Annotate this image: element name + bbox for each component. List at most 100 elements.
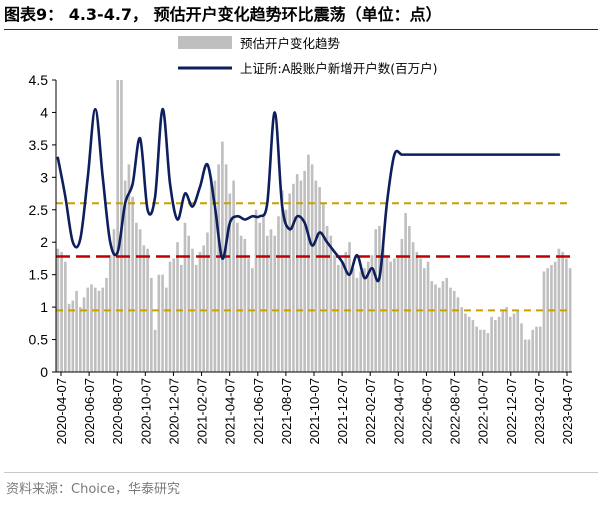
x-tick-label: 2020-04-07 <box>54 378 69 445</box>
bar <box>408 226 411 372</box>
bar <box>437 287 441 372</box>
bar <box>307 154 310 372</box>
bar <box>505 307 508 372</box>
bar <box>445 277 449 372</box>
bar <box>262 216 265 372</box>
bar <box>187 235 191 372</box>
legend-bar-label: 预估开户变化趋势 <box>240 36 341 51</box>
bar <box>97 290 101 372</box>
bar <box>202 245 206 372</box>
bar <box>333 255 336 372</box>
bar <box>565 258 568 372</box>
bar <box>351 268 355 372</box>
y-tick-label: 1 <box>40 299 48 315</box>
bar <box>494 320 497 372</box>
legend: 预估开户变化趋势 上证所:A股账户新增开户数(百万户) <box>178 36 438 76</box>
y-tick-label: 0 <box>40 364 48 380</box>
x-tick-label: 2020-10-07 <box>138 378 153 445</box>
bar <box>239 235 243 372</box>
bar <box>415 251 419 372</box>
bar <box>232 180 235 372</box>
bar <box>67 303 71 372</box>
bar <box>396 255 400 372</box>
bar <box>426 261 430 372</box>
bar <box>535 326 538 372</box>
x-tick-label: 2023-02-07 <box>532 378 547 445</box>
bar <box>157 274 161 372</box>
bar <box>325 226 329 372</box>
bar <box>127 164 131 372</box>
bar <box>550 264 553 372</box>
bar <box>251 268 254 372</box>
x-tick-label: 2022-02-07 <box>363 378 378 445</box>
bar <box>236 222 239 372</box>
bar <box>150 277 153 372</box>
bar <box>112 229 116 372</box>
bar <box>86 287 90 372</box>
bar <box>512 313 516 372</box>
bar <box>206 232 209 372</box>
bar <box>292 183 295 372</box>
bar <box>385 255 389 372</box>
bar <box>404 213 407 372</box>
bar <box>430 281 434 372</box>
bar <box>299 180 303 372</box>
x-tick-label: 2022-04-07 <box>391 378 406 445</box>
bar <box>501 310 505 372</box>
bar <box>280 190 284 372</box>
bar <box>90 284 93 372</box>
bar <box>172 258 176 372</box>
x-tick-label: 2022-06-07 <box>419 378 434 445</box>
bar <box>456 297 460 372</box>
bar <box>411 242 415 372</box>
bar <box>295 174 299 372</box>
bar <box>168 261 172 372</box>
bar <box>194 264 198 372</box>
bar <box>423 268 426 372</box>
x-tick-label: 2022-12-07 <box>504 378 519 445</box>
bar <box>355 277 359 372</box>
bar <box>486 333 490 372</box>
bar <box>82 297 86 372</box>
legend-line-label: 上证所:A股账户新增开户数(百万户) <box>240 61 438 76</box>
chart-title: 图表9： 4.3-4.7， 预估开户变化趋势环比震荡（单位：点） <box>4 5 442 24</box>
bar <box>340 261 344 372</box>
bar <box>314 180 318 372</box>
bar <box>531 329 535 372</box>
bar-series <box>56 80 572 372</box>
bar <box>176 242 179 372</box>
source-note: 资料来源：Choice，华泰研究 <box>6 482 181 497</box>
bar <box>542 271 546 372</box>
bar <box>135 222 138 372</box>
x-tick-label: 2021-02-07 <box>195 378 210 445</box>
bar <box>105 277 108 372</box>
bar <box>265 235 269 372</box>
x-tick-label: 2021-12-07 <box>335 378 350 445</box>
bar <box>509 316 512 372</box>
bar <box>138 229 142 372</box>
bar <box>75 290 78 372</box>
bar <box>209 177 213 372</box>
bar <box>310 164 314 372</box>
line-path <box>56 107 561 283</box>
x-tick-label: 2020-12-07 <box>166 378 181 445</box>
bar <box>553 261 557 372</box>
bar <box>116 80 120 372</box>
y-tick-label: 4.5 <box>29 72 49 88</box>
y-tick-label: 0.5 <box>29 332 49 348</box>
chart: 预估开户变化趋势 上证所:A股账户新增开户数(百万户) 0 0.5 1 1.5 2 2.5… <box>29 36 575 445</box>
y-tick-label: 1.5 <box>29 267 49 283</box>
bar <box>146 248 149 372</box>
bar <box>381 242 385 372</box>
bar <box>378 226 381 372</box>
bar <box>288 193 292 372</box>
bar <box>482 329 486 372</box>
bar <box>348 242 351 372</box>
bar <box>93 287 97 372</box>
y-tick-label: 4 <box>40 104 48 120</box>
y-tick-label: 3.5 <box>29 137 49 153</box>
x-tick-label: 2021-10-07 <box>307 378 322 445</box>
legend-bar-swatch <box>178 36 232 49</box>
bar <box>303 170 306 372</box>
bar <box>228 193 232 372</box>
